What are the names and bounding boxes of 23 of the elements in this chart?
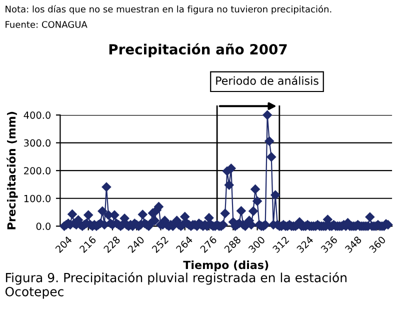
x-tick-label: 360	[368, 236, 386, 254]
x-tick-label: 300	[248, 236, 266, 254]
y-axis-title: Precipitación (mm)	[6, 112, 18, 230]
text: Nota: los días que no se muestran en la figura no tuvieron precipitación.	[6, 5, 332, 14]
y-tick-label: 400.0	[24, 112, 51, 119]
y-tick-label: 200.0	[24, 167, 51, 174]
chart-title: Precipitación año 2007	[109, 43, 287, 58]
y-tick-label: 0.0	[36, 222, 51, 230]
x-axis-title: Tiempo (dias)	[183, 260, 268, 272]
x-tick-label: 252	[151, 236, 169, 254]
x-tick-label: 324	[296, 236, 314, 254]
x-tick-label: 348	[344, 236, 362, 254]
x-tick-label: 312	[272, 236, 290, 254]
text: Figura 9. Precipitación pluvial registrada en la estación Ocotepec	[5, 272, 346, 299]
x-tick-label: 228	[103, 236, 121, 254]
x-tick-label: 264	[176, 236, 194, 254]
x-tick-label: 240	[127, 236, 145, 254]
y-tick-label: 300.0	[24, 139, 51, 147]
text: Periodo de análisis	[216, 76, 318, 85]
source-note: Fuente: CONAGUA	[6, 21, 88, 28]
x-tick-label: 204	[54, 236, 72, 254]
x-tick-label: 288	[224, 236, 242, 254]
y-tick-label: 100.0	[24, 194, 51, 202]
